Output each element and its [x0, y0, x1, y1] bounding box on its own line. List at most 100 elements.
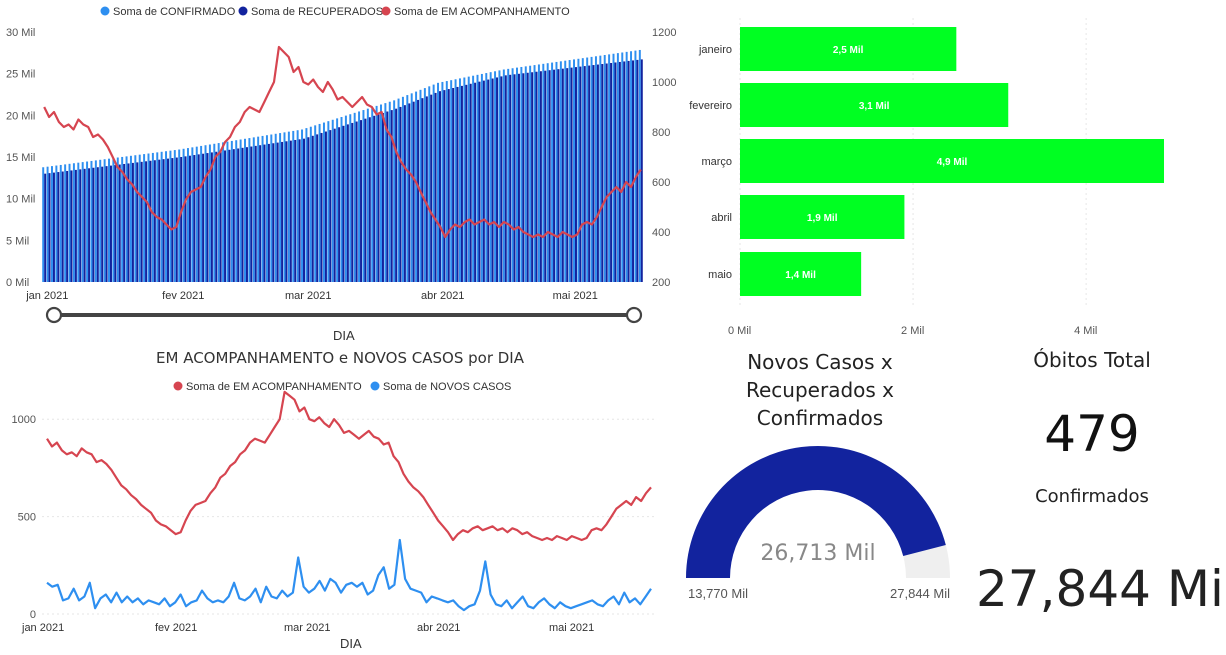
bar-recuperados	[368, 117, 371, 282]
bar-confirmado	[99, 159, 102, 282]
y-left-tick-label: 10 Mil	[6, 194, 35, 206]
bar-confirmado	[371, 107, 374, 283]
bar-recuperados	[592, 65, 595, 282]
bar-recuperados	[456, 86, 459, 282]
bar-recuperados	[351, 122, 354, 282]
bar-confirmado	[590, 56, 593, 282]
line-x-tick-label: mai 2021	[549, 622, 594, 634]
gauge-min-label: 13,770 Mil	[688, 586, 748, 601]
bar-confirmado	[358, 111, 361, 282]
x-tick-label: mai 2021	[553, 290, 598, 302]
series-line-novos-casos	[46, 538, 652, 612]
bar-recuperados	[579, 66, 582, 282]
bar-confirmado	[533, 65, 536, 282]
bar-confirmado	[551, 62, 554, 282]
bar-recuperados	[469, 83, 472, 283]
series-line-acompanhamento-2	[46, 390, 652, 542]
bar-recuperados	[254, 145, 257, 282]
legend-marker	[100, 6, 110, 16]
line-chart-title: EM ACOMPANHAMENTO e NOVOS CASOS por DIA	[156, 349, 525, 367]
x-tick-label: mar 2021	[285, 290, 331, 302]
bar-confirmado	[546, 63, 549, 282]
line-x-tick-label: mar 2021	[284, 622, 330, 634]
bar-confirmado	[393, 100, 396, 282]
bar-recuperados	[364, 118, 367, 283]
bar-confirmado	[213, 143, 216, 282]
bar-recuperados	[298, 139, 301, 282]
hbar-bar	[740, 139, 1164, 183]
bar-confirmado	[564, 60, 567, 282]
bar-confirmado	[489, 72, 492, 283]
bar-recuperados	[548, 70, 551, 282]
bar-confirmado	[265, 135, 268, 282]
bar-confirmado	[50, 166, 53, 282]
bar-confirmado	[603, 55, 606, 283]
bar-recuperados	[443, 90, 446, 282]
bar-confirmado	[594, 56, 597, 282]
bar-confirmado	[94, 160, 97, 282]
bar-confirmado	[55, 165, 58, 282]
bar-recuperados	[149, 160, 152, 282]
hbar-data-label: 4,9 Mil	[937, 157, 968, 168]
bar-confirmado	[577, 58, 580, 282]
bar-confirmado	[612, 53, 615, 282]
hbar-bar	[740, 252, 862, 296]
bar-recuperados	[127, 163, 130, 282]
bar-recuperados	[478, 81, 481, 283]
bar-recuperados	[215, 151, 218, 282]
bar-confirmado	[42, 167, 45, 282]
bar-recuperados	[614, 62, 617, 283]
bar-recuperados	[452, 88, 455, 282]
bar-recuperados	[632, 60, 635, 282]
bar-confirmado	[502, 69, 505, 282]
legend-label: Soma de CONFIRMADO	[113, 6, 236, 18]
legend-label: Soma de EM ACOMPANHAMENTO	[394, 6, 570, 18]
bar-confirmado	[458, 78, 461, 282]
bar-recuperados	[504, 75, 507, 282]
bar-confirmado	[318, 123, 321, 282]
bar-confirmado	[428, 86, 431, 282]
slider-handle-left[interactable]	[45, 306, 63, 324]
bar-confirmado	[441, 81, 444, 282]
bar-recuperados	[66, 170, 69, 282]
bar-confirmado	[494, 71, 497, 283]
bar-recuperados	[259, 145, 262, 282]
bar-confirmado	[257, 136, 260, 282]
bar-recuperados	[623, 61, 626, 282]
bar-confirmado	[432, 84, 435, 282]
x-tick-label: jan 2021	[25, 290, 68, 302]
gauge-value-label: 26,713 Mil	[760, 541, 875, 566]
bar-recuperados	[114, 165, 117, 282]
bar-confirmado	[344, 115, 347, 282]
bar-recuperados	[618, 61, 621, 282]
bar-confirmado	[252, 137, 255, 282]
bar-recuperados	[553, 69, 556, 283]
bar-confirmado	[46, 166, 49, 282]
bar-recuperados	[447, 89, 450, 282]
bar-confirmado	[559, 61, 562, 283]
bar-recuperados	[210, 152, 213, 282]
bar-recuperados	[381, 112, 384, 282]
gauge-max-label: 27,844 Mil	[890, 586, 950, 601]
bar-confirmado	[581, 58, 584, 282]
bar-recuperados	[250, 146, 253, 282]
legend-marker	[173, 381, 183, 391]
bar-recuperados	[145, 161, 148, 282]
bar-recuperados	[421, 98, 424, 283]
slider-handle-right[interactable]	[625, 306, 643, 324]
bar-recuperados	[539, 71, 542, 282]
bar-recuperados	[342, 125, 345, 282]
y-left-tick-label: 0 Mil	[6, 277, 29, 289]
bar-confirmado	[537, 64, 540, 282]
gauge-fill	[686, 446, 946, 578]
bar-recuperados	[83, 168, 86, 282]
bar-recuperados	[303, 138, 305, 282]
bar-confirmado	[59, 164, 62, 282]
bar-recuperados	[333, 128, 336, 282]
series-line-acompanhamento	[43, 45, 642, 239]
bar-recuperados	[224, 150, 227, 282]
bar-recuperados	[320, 132, 323, 282]
bar-confirmado	[64, 164, 67, 282]
bar-recuperados	[180, 157, 183, 282]
x-tick-label: fev 2021	[162, 290, 204, 302]
